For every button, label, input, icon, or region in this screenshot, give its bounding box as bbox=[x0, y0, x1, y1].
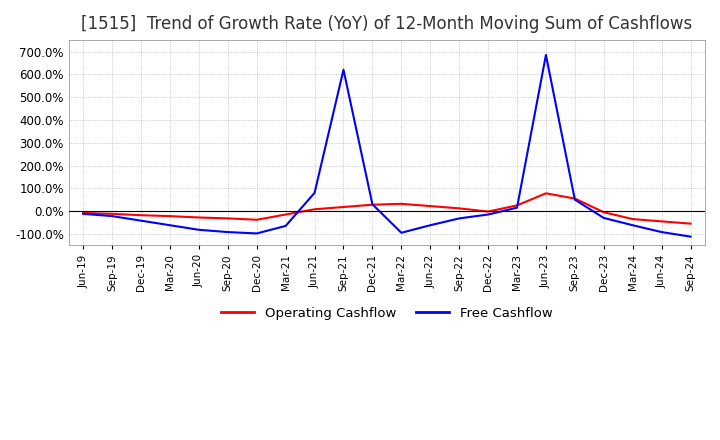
Operating Cashflow bbox=[426, 203, 435, 209]
Free Cashflow bbox=[686, 234, 695, 239]
Free Cashflow bbox=[223, 229, 232, 235]
Free Cashflow bbox=[282, 223, 290, 228]
Free Cashflow bbox=[629, 223, 637, 228]
Title: [1515]  Trend of Growth Rate (YoY) of 12-Month Moving Sum of Cashflows: [1515] Trend of Growth Rate (YoY) of 12-… bbox=[81, 15, 693, 33]
Operating Cashflow bbox=[79, 210, 88, 216]
Free Cashflow bbox=[570, 197, 579, 202]
Operating Cashflow bbox=[513, 203, 521, 208]
Free Cashflow bbox=[426, 223, 435, 228]
Operating Cashflow bbox=[166, 213, 174, 219]
Operating Cashflow bbox=[455, 206, 464, 211]
Operating Cashflow bbox=[282, 212, 290, 217]
Operating Cashflow bbox=[223, 216, 232, 221]
Free Cashflow bbox=[79, 211, 88, 216]
Free Cashflow bbox=[541, 52, 550, 58]
Operating Cashflow bbox=[686, 221, 695, 226]
Line: Free Cashflow: Free Cashflow bbox=[84, 55, 690, 237]
Operating Cashflow bbox=[600, 209, 608, 215]
Operating Cashflow bbox=[629, 216, 637, 222]
Operating Cashflow bbox=[310, 207, 319, 212]
Line: Operating Cashflow: Operating Cashflow bbox=[84, 193, 690, 224]
Free Cashflow bbox=[310, 190, 319, 195]
Free Cashflow bbox=[657, 229, 666, 235]
Operating Cashflow bbox=[108, 211, 117, 216]
Free Cashflow bbox=[513, 205, 521, 210]
Free Cashflow bbox=[137, 218, 145, 224]
Free Cashflow bbox=[108, 213, 117, 219]
Operating Cashflow bbox=[397, 201, 405, 206]
Operating Cashflow bbox=[137, 213, 145, 218]
Free Cashflow bbox=[166, 223, 174, 228]
Free Cashflow bbox=[484, 212, 492, 217]
Free Cashflow bbox=[368, 202, 377, 207]
Operating Cashflow bbox=[253, 217, 261, 222]
Operating Cashflow bbox=[368, 202, 377, 207]
Operating Cashflow bbox=[541, 191, 550, 196]
Operating Cashflow bbox=[484, 209, 492, 214]
Legend: Operating Cashflow, Free Cashflow: Operating Cashflow, Free Cashflow bbox=[216, 301, 558, 325]
Operating Cashflow bbox=[570, 196, 579, 201]
Free Cashflow bbox=[397, 230, 405, 235]
Free Cashflow bbox=[194, 227, 203, 232]
Free Cashflow bbox=[339, 67, 348, 73]
Operating Cashflow bbox=[657, 219, 666, 224]
Free Cashflow bbox=[600, 215, 608, 220]
Free Cashflow bbox=[455, 216, 464, 221]
Operating Cashflow bbox=[339, 204, 348, 209]
Operating Cashflow bbox=[194, 215, 203, 220]
Free Cashflow bbox=[253, 231, 261, 236]
